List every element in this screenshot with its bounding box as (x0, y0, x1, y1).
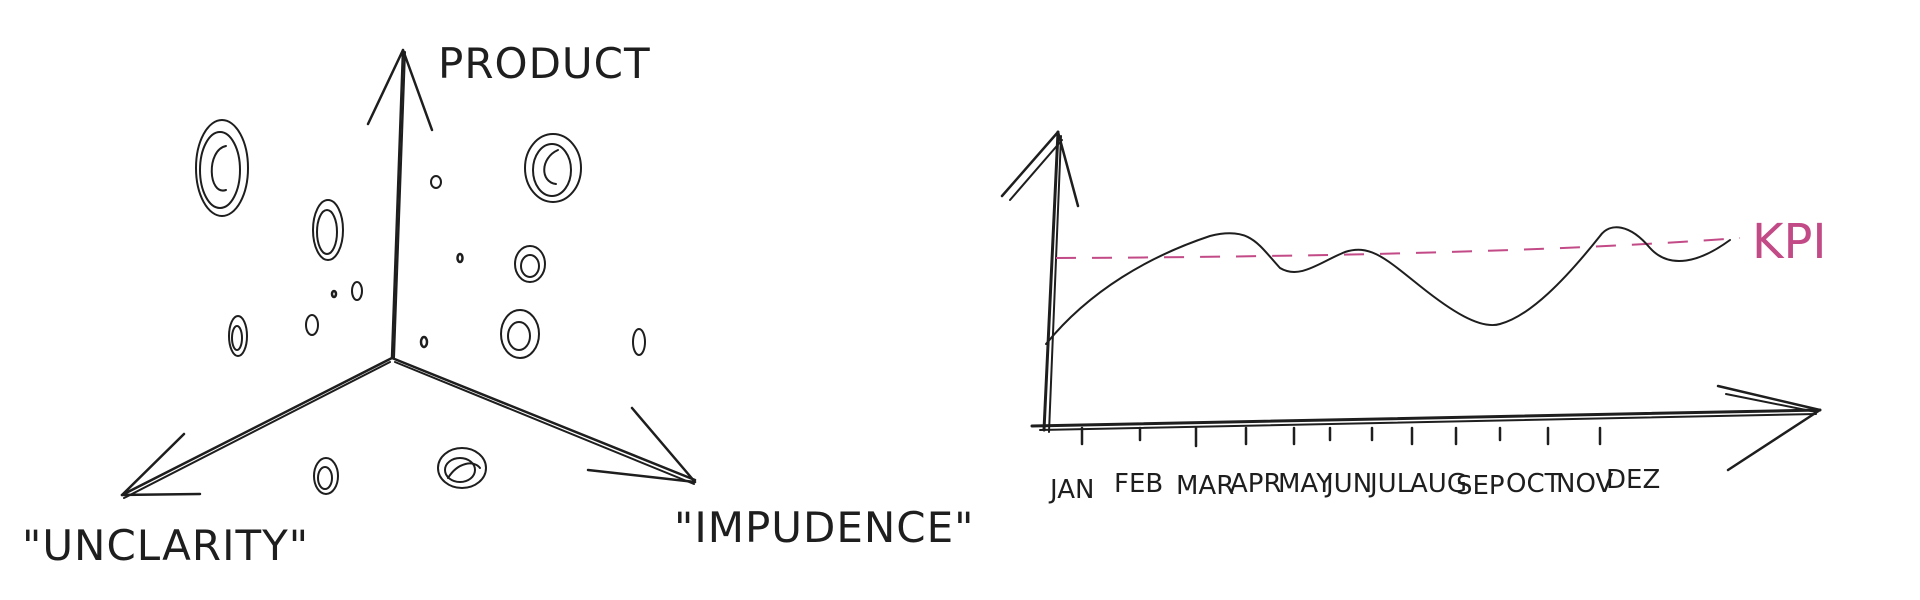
scatter-point (419, 335, 429, 349)
scatter-point (228, 315, 248, 357)
month-label: AUG (1410, 469, 1467, 499)
month-label: DEZ (1606, 465, 1660, 495)
unclarity-axis-label: "UNCLARITY" (22, 521, 309, 570)
y-axis (1000, 130, 1080, 433)
impudence-axis (390, 356, 697, 485)
month-label: FEB (1114, 469, 1163, 499)
month-label: JUN (1324, 469, 1372, 499)
month-label: JAN (1048, 475, 1094, 505)
unclarity-axis (120, 356, 394, 499)
scatter-point (313, 457, 339, 495)
impudence-axis-label: "IMPUDENCE" (674, 503, 975, 552)
month-label: MAY (1278, 469, 1332, 499)
product-axis-label: PRODUCT (438, 39, 651, 88)
month-label: OCT (1506, 469, 1561, 499)
scatter-sketch: PRODUCT "UNCLARITY" "IMPUDENCE" (22, 39, 975, 570)
scatter-point (430, 175, 442, 189)
kpi-line (1055, 237, 1741, 259)
scatter-point (330, 289, 338, 299)
scatter-point (632, 328, 646, 356)
scatter-point (524, 133, 582, 203)
scatter-point (500, 309, 540, 359)
month-label: SEP (1456, 471, 1505, 501)
month-label: NOV (1556, 469, 1613, 499)
month-labels: JAN FEB MAR APR MAY JUN JUL AUG SEP OCT … (1048, 465, 1660, 505)
scatter-point (195, 119, 249, 217)
scatter-point (351, 281, 363, 301)
month-label: JUL (1368, 469, 1412, 499)
line-sketch: JAN FEB MAR APR MAY JUN JUL AUG SEP OCT … (1000, 130, 1827, 505)
scatter-point (514, 245, 546, 283)
scatter-point (456, 252, 464, 264)
month-label: MAR (1176, 471, 1234, 501)
scatter-points (195, 119, 646, 495)
product-axis (366, 48, 434, 360)
scatter-point (437, 447, 487, 489)
month-ticks (1080, 426, 1602, 448)
scatter-point (312, 199, 344, 261)
kpi-label: KPI (1752, 214, 1827, 270)
trend-curve (1045, 226, 1731, 345)
x-axis (1030, 384, 1822, 472)
month-label: APR (1230, 469, 1282, 499)
scatter-point (305, 314, 319, 336)
